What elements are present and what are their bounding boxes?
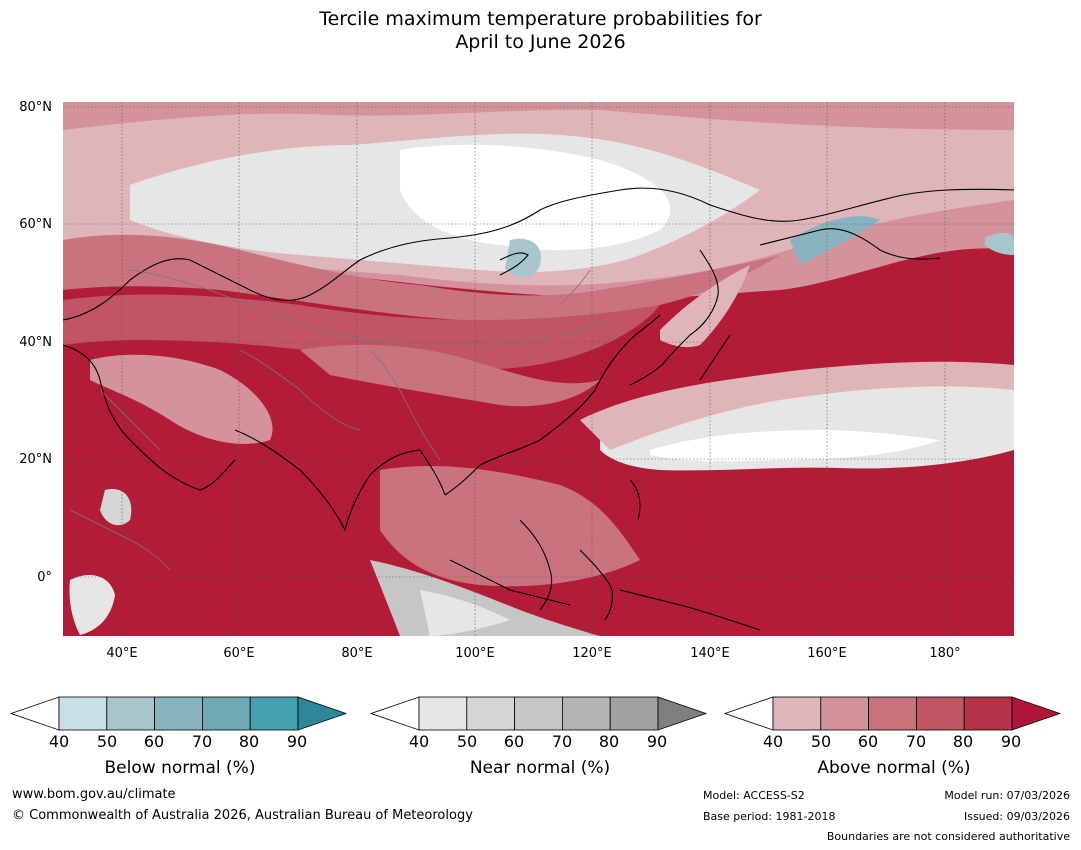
legend-tick: 60 <box>143 732 165 751</box>
colorbar-segment <box>915 696 965 731</box>
colorbar-segment <box>963 696 1013 731</box>
asia-mid-band <box>63 294 660 370</box>
title-line-2: April to June 2026 <box>455 31 626 53</box>
graticule <box>63 102 1014 636</box>
lat-label-20n: 20°N <box>19 452 52 467</box>
colorbar-below-normal <box>10 696 348 731</box>
copyright-text: © Commonwealth of Australia 2026, Austra… <box>12 808 473 823</box>
legend-tick: 80 <box>952 732 974 751</box>
legend-tick: 90 <box>646 732 668 751</box>
website-link[interactable]: www.bom.gov.au/climate <box>12 787 176 802</box>
colorbar-extend-high <box>297 696 348 731</box>
colorbar-segment <box>154 696 203 731</box>
legend-below-normal: 40 50 60 70 80 90 Below normal (%) <box>10 694 350 784</box>
legend-tick: 90 <box>286 732 308 751</box>
colorbar-segment <box>609 696 659 731</box>
colorbar-segment <box>106 696 156 731</box>
lon-label-80e: 80°E <box>341 646 373 661</box>
colorbar-extend-low <box>724 696 774 731</box>
colorbar-segment <box>201 696 251 731</box>
lon-label-60e: 60°E <box>223 646 255 661</box>
legend-near-normal: 40 50 60 70 80 90 Near normal (%) <box>370 694 710 784</box>
colorbar-segment <box>561 696 611 731</box>
indian-ocean-white <box>420 590 510 636</box>
japan-light <box>660 265 750 348</box>
colorbar-segment <box>820 696 870 731</box>
base-period: Base period: 1981-2018 <box>703 810 836 823</box>
colorbar-segment <box>466 696 516 731</box>
legend-tick: 80 <box>598 732 620 751</box>
colorbar-segment <box>58 696 108 731</box>
colorbar-segment <box>772 696 822 731</box>
legend-tick: 70 <box>905 732 927 751</box>
colorbar-extend-high <box>657 696 708 731</box>
tibet-band <box>300 344 600 407</box>
legend-tick: 40 <box>762 732 784 751</box>
legend-tick: 50 <box>456 732 478 751</box>
legend-tick: 70 <box>191 732 213 751</box>
legend-tick: 50 <box>810 732 832 751</box>
lat-label-0: 0° <box>37 570 52 585</box>
colorbar-near-normal <box>370 696 708 731</box>
legend-tick: 80 <box>238 732 260 751</box>
lat-label-60n: 60°N <box>19 217 52 232</box>
lon-label-100e: 100°E <box>455 646 495 661</box>
legend-tick: 40 <box>408 732 430 751</box>
lon-label-180: 180° <box>929 646 961 661</box>
legend-above-normal: 40 50 60 70 80 90 Above normal (%) <box>724 694 1064 784</box>
lon-label-140e: 140°E <box>690 646 730 661</box>
probability-map <box>63 102 1014 636</box>
colorbar-extend-high <box>1011 696 1062 731</box>
lat-label-40n: 40°N <box>19 335 52 350</box>
colorbar-segment <box>418 696 468 731</box>
pacific-near-normal-core <box>650 430 940 462</box>
lat-label-80n: 80°N <box>19 100 52 115</box>
legend-tick: 70 <box>551 732 573 751</box>
model-name: Model: ACCESS-S2 <box>703 789 805 802</box>
colorbar-segment <box>514 696 563 731</box>
legend-tick: 50 <box>96 732 118 751</box>
pacific-above-light <box>580 361 1014 450</box>
colorbar-extend-low <box>370 696 420 731</box>
lon-label-40e: 40°E <box>106 646 138 661</box>
horn-light <box>100 489 132 526</box>
east-africa-white <box>69 575 115 635</box>
colorbar-segment <box>868 696 917 731</box>
legend-tick: 60 <box>857 732 879 751</box>
legend-tick: 90 <box>1000 732 1022 751</box>
colorbar-extend-low <box>10 696 60 731</box>
lon-label-160e: 160°E <box>807 646 847 661</box>
legend-tick: 40 <box>48 732 70 751</box>
lon-label-120e: 120°E <box>572 646 612 661</box>
near-normal-core <box>400 144 671 250</box>
below-normal-pacific <box>790 216 880 265</box>
europe-band <box>63 234 780 322</box>
country-boundaries <box>69 269 611 571</box>
issued-date: Issued: 09/03/2026 <box>963 810 1070 823</box>
below-normal-patch <box>505 238 541 277</box>
arabia-light <box>90 354 273 444</box>
below-normal-bering <box>985 232 1014 255</box>
coastlines <box>63 187 1014 631</box>
map-panel: 80°N 60°N 40°N 20°N 0° 40°E 60°E 80°E 10… <box>0 90 1081 670</box>
chart-title: Tercile maximum temperature probabilitie… <box>0 8 1081 54</box>
legend-title-below: Below normal (%) <box>104 758 256 778</box>
boundary-disclaimer: Boundaries are not considered authoritat… <box>826 830 1070 843</box>
title-line-1: Tercile maximum temperature probabilitie… <box>319 8 762 30</box>
colorbar-above-normal <box>724 696 1062 731</box>
maritime-band <box>380 465 640 587</box>
legend-tick: 60 <box>503 732 525 751</box>
colorbar-segment <box>249 696 299 731</box>
model-run-date: Model run: 07/03/2026 <box>944 789 1070 802</box>
legend-title-near: Near normal (%) <box>469 758 611 778</box>
legend-title-above: Above normal (%) <box>817 758 971 778</box>
